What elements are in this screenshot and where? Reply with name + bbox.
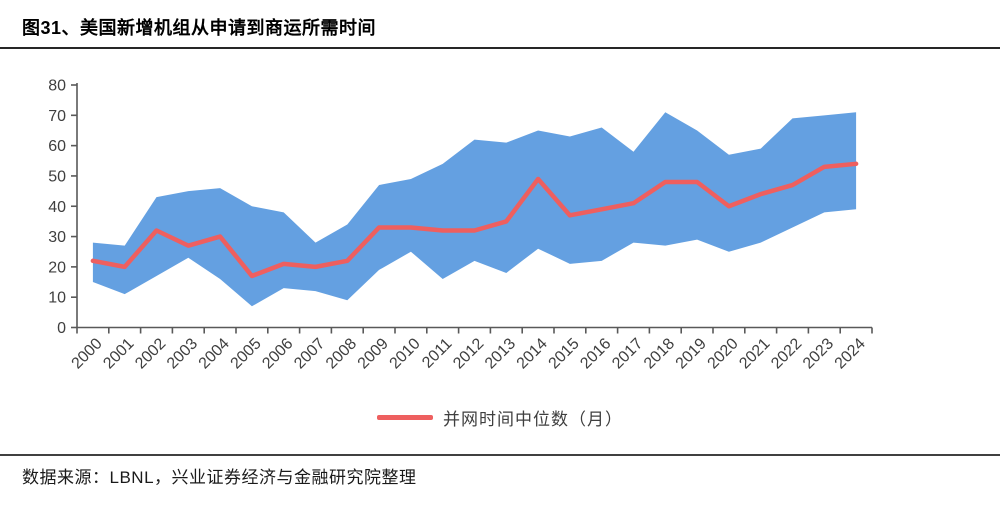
median-line-legend-label: 并网时间中位数（月） xyxy=(443,410,623,429)
x-tick-label: 2010 xyxy=(387,335,424,372)
x-tick-label: 2003 xyxy=(164,335,201,372)
x-tick-label: 2012 xyxy=(450,335,487,372)
x-axis-ticks xyxy=(76,327,873,334)
chart-legend: 并网时间中位数（月） xyxy=(0,405,1000,430)
x-tick-label: 2022 xyxy=(768,335,805,372)
x-tick-label: 2004 xyxy=(196,335,233,372)
y-tick-label: 80 xyxy=(48,78,66,95)
x-tick-label: 2002 xyxy=(132,335,169,372)
x-axis-labels: 2000200120022003200420052006200720082009… xyxy=(69,335,869,372)
axes xyxy=(76,83,872,329)
y-tick-label: 0 xyxy=(57,320,66,337)
y-tick-label: 30 xyxy=(48,229,66,246)
y-tick-label: 40 xyxy=(48,199,66,216)
x-tick-label: 2023 xyxy=(800,335,837,372)
x-tick-label: 2013 xyxy=(482,335,519,372)
y-tick-label: 60 xyxy=(48,138,66,155)
median-line-series xyxy=(90,161,859,279)
x-tick-label: 2008 xyxy=(323,335,360,372)
y-tick-label: 10 xyxy=(48,290,66,307)
y-axis-ticks: 0 10 20 30 40 50 60 70 80 xyxy=(48,78,77,337)
range-band xyxy=(92,112,857,307)
median-line-legend-swatch xyxy=(377,415,433,420)
chart-title: 图31、美国新增机组从申请到商运所需时间 xyxy=(22,18,377,38)
x-tick-label: 2007 xyxy=(291,335,328,372)
x-tick-label: 2017 xyxy=(609,335,646,372)
x-tick-label: 2024 xyxy=(832,335,869,372)
y-tick-label: 20 xyxy=(48,259,66,276)
x-tick-label: 2001 xyxy=(100,335,137,372)
x-tick-label: 2020 xyxy=(705,335,742,372)
x-tick-label: 2021 xyxy=(736,335,773,372)
x-tick-label: 2009 xyxy=(355,335,392,372)
x-tick-label: 2011 xyxy=(419,335,455,371)
x-tick-label: 2006 xyxy=(259,335,296,372)
x-tick-label: 2015 xyxy=(546,335,583,372)
y-tick-label: 50 xyxy=(48,168,66,185)
footer-divider xyxy=(0,454,1000,456)
x-tick-label: 2000 xyxy=(69,335,106,372)
title-divider xyxy=(0,47,1000,49)
x-tick-label: 2018 xyxy=(641,335,678,372)
time-to-commercial-operation-chart: 0102030405060708020002001200220032004200… xyxy=(48,78,873,372)
x-tick-label: 2016 xyxy=(577,335,614,372)
x-tick-label: 2005 xyxy=(228,335,265,372)
y-tick-label: 70 xyxy=(48,108,66,125)
data-source-note: 数据来源：LBNL，兴业证券经济与金融研究院整理 xyxy=(22,468,417,487)
chart-area: 0 10 20 30 40 50 60 70 80 2000 2001 2002 2003 2004 200… xyxy=(0,50,1000,395)
x-tick-label: 2014 xyxy=(514,335,551,372)
x-tick-label: 2019 xyxy=(673,335,710,372)
